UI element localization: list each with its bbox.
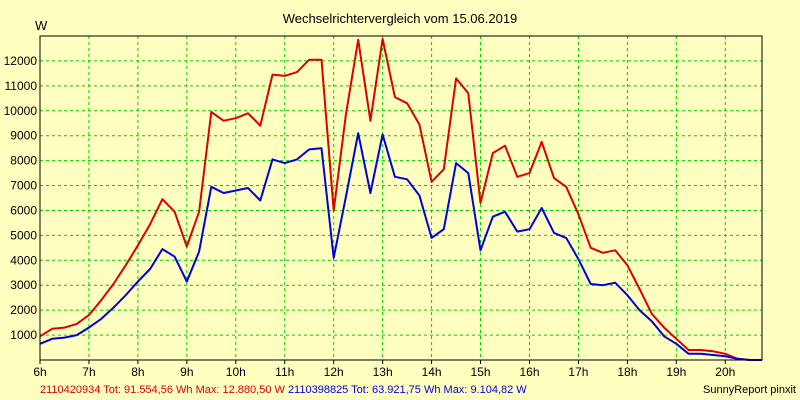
y-tick-label-5: 6000	[10, 203, 37, 217]
legend-entry-2-tot-label: Tot:	[351, 384, 369, 396]
x-tick-labels: 6h 7h 8h 9h 10h 11h 12h 13h 14h 15h 16h 17h 18h 19h 20…	[33, 365, 735, 379]
series-group	[39, 38, 762, 361]
x-tick-label-0: 6h	[33, 365, 46, 379]
y-tick-label-3: 4000	[10, 253, 37, 267]
y-tick-label-9: 10000	[4, 104, 38, 118]
legend-entry-1-max-label: Max:	[195, 384, 220, 396]
legend-entry-1-tot: 91.554,56 Wh	[124, 384, 193, 396]
y-tick-label-1: 2000	[10, 303, 37, 317]
legend-entry-2-max-label: Max:	[443, 384, 468, 396]
y-tick-label-8: 9000	[10, 129, 37, 143]
y-tick-label-2: 3000	[10, 278, 37, 292]
legend: 2110420934 Tot: 91.554,56 Wh Max: 12.880…	[40, 384, 527, 396]
x-tick-label-2: 8h	[131, 365, 144, 379]
y-tick-label-6: 7000	[10, 179, 37, 193]
plot-frame	[39, 35, 763, 361]
x-tick-label-14: 20h	[715, 365, 735, 379]
series-line-2	[39, 132, 762, 361]
x-tick-label-13: 19h	[666, 365, 686, 379]
y-tick-label-4: 5000	[10, 228, 37, 242]
grid	[39, 36, 762, 364]
y-tick-labels: 1000 2000 3000 4000 5000 6000 7000 8000 9000 1000…	[4, 54, 38, 342]
legend-entry-1-max: 12.880,50 W	[222, 384, 285, 396]
x-tick-label-7: 13h	[373, 365, 393, 379]
x-tick-label-8: 14h	[422, 365, 442, 379]
x-tick-label-3: 9h	[180, 365, 193, 379]
credit-text: SunnyReport pinxit	[703, 384, 796, 396]
legend-entry-1-tot-label: Tot:	[103, 384, 121, 396]
x-tick-label-5: 11h	[275, 365, 294, 379]
legend-entry-2-max: 9.104,82 W	[470, 384, 527, 396]
y-tick-label-10: 11000	[5, 79, 38, 93]
legend-entry-2-tot: 63.921,75 Wh	[371, 384, 441, 396]
chart-title: Wechselrichtervergleich vom 15.06.2019	[282, 11, 518, 26]
legend-entry-1-id: 2110420934	[40, 384, 101, 396]
x-tick-label-10: 16h	[519, 365, 539, 379]
y-axis-unit: W	[35, 18, 48, 33]
x-tick-label-9: 15h	[471, 365, 491, 379]
legend-entry-2: 2110398825 Tot: 63.921,75 Wh Max: 9.104,…	[288, 384, 527, 396]
x-tick-label-11: 17h	[568, 365, 588, 379]
y-tick-label-0: 1000	[10, 328, 37, 342]
x-tick-label-12: 18h	[617, 365, 637, 379]
y-tick-label-11: 12000	[4, 54, 38, 68]
y-tick-label-7: 8000	[10, 154, 37, 168]
series-line-1	[39, 38, 762, 361]
x-tick-label-4: 10h	[226, 365, 246, 379]
x-tick-label-1: 7h	[82, 365, 95, 379]
legend-entry-1: 2110420934 Tot: 91.554,56 Wh Max: 12.880…	[40, 384, 288, 396]
legend-entry-2-id: 2110398825	[287, 384, 349, 396]
x-tick-label-6: 12h	[324, 365, 344, 379]
